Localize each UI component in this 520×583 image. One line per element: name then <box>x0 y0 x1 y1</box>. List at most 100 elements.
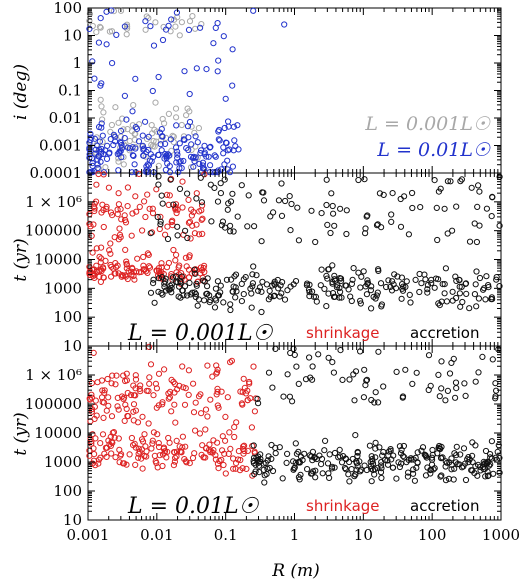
red-shrinkage-point <box>132 461 139 468</box>
blue-point <box>166 163 173 170</box>
red-shrinkage-point <box>172 206 179 213</box>
black-accretion-point <box>453 452 460 459</box>
red-shrinkage-point <box>218 388 225 395</box>
gray-point <box>93 28 100 36</box>
black-accretion-point <box>290 466 297 473</box>
black-accretion-point <box>327 229 334 237</box>
black-accretion-point <box>474 472 481 479</box>
black-accretion-point <box>375 399 382 406</box>
blue-point <box>121 135 128 142</box>
black-accretion-point <box>460 445 468 452</box>
red-shrinkage-point <box>100 399 108 406</box>
black-accretion-point <box>217 282 224 289</box>
black-accretion-point <box>250 263 257 270</box>
red-shrinkage-point <box>186 218 194 225</box>
gray-point <box>195 125 202 132</box>
black-accretion-point <box>476 188 483 195</box>
blue-point <box>150 42 158 49</box>
red-shrinkage-point <box>124 203 131 210</box>
blue-point <box>103 41 110 48</box>
gray-point <box>102 164 109 171</box>
black-accretion-point <box>200 277 207 284</box>
black-accretion-point <box>405 231 412 238</box>
gray-point <box>198 21 205 28</box>
black-accretion-point <box>436 393 443 400</box>
black-accretion-point <box>348 280 355 287</box>
black-accretion-point <box>224 206 231 213</box>
black-accretion-point <box>266 287 273 294</box>
bottom-y-axis-title: t (yr) <box>11 412 31 455</box>
black-accretion-point <box>418 280 425 287</box>
black-accretion-point <box>446 370 454 377</box>
black-accretion-point <box>367 287 374 294</box>
black-accretion-point <box>251 223 258 230</box>
red-shrinkage-point <box>116 225 123 232</box>
blue-point <box>206 144 213 151</box>
black-accretion-point <box>309 376 316 383</box>
black-accretion-point <box>494 448 501 455</box>
red-shrinkage-point <box>99 201 106 208</box>
black-accretion-point <box>452 379 460 386</box>
blue-point <box>221 124 228 132</box>
black-accretion-point <box>231 273 238 280</box>
red-shrinkage-point <box>115 190 122 197</box>
black-accretion-point <box>401 193 408 200</box>
black-accretion-point <box>321 447 328 454</box>
black-accretion-point <box>283 459 290 466</box>
black-accretion-point <box>444 178 451 185</box>
red-shrinkage-point <box>96 253 103 260</box>
black-accretion-point <box>174 279 181 286</box>
black-accretion-point <box>384 461 392 468</box>
gray-point <box>97 96 104 103</box>
gray-point <box>110 8 118 15</box>
red-shrinkage-point <box>179 178 186 185</box>
red-shrinkage-point <box>172 257 179 264</box>
black-accretion-point <box>203 290 210 298</box>
red-shrinkage-point <box>130 442 137 449</box>
black-accretion-point <box>342 466 349 473</box>
black-accretion-point <box>272 450 279 457</box>
black-accretion-point <box>331 222 338 229</box>
black-accretion-point <box>457 303 464 310</box>
red-shrinkage-point <box>192 427 199 434</box>
red-shrinkage-point <box>159 399 166 406</box>
black-accretion-point <box>469 439 476 446</box>
blue-point <box>145 133 152 140</box>
black-accretion-point <box>326 451 333 458</box>
black-accretion-point <box>482 447 490 455</box>
black-accretion-point <box>388 211 395 218</box>
red-shrinkage-point <box>190 380 197 387</box>
middle-y-axis-title: t (yr) <box>11 238 31 281</box>
blue-point <box>94 161 101 168</box>
black-accretion-point <box>474 203 481 210</box>
black-accretion-point <box>442 477 450 484</box>
black-accretion-point <box>324 275 331 282</box>
gray-point <box>180 133 187 140</box>
black-accretion-point <box>363 291 370 298</box>
black-accretion-point <box>250 458 257 465</box>
gray-point <box>150 137 157 145</box>
red-shrinkage-point <box>146 205 153 212</box>
blue-point <box>216 126 223 134</box>
red-shrinkage-point <box>214 439 221 446</box>
red-shrinkage-point <box>114 206 121 213</box>
black-accretion-point <box>489 194 496 201</box>
black-accretion-point <box>308 470 315 477</box>
blue-point <box>91 75 98 82</box>
red-shrinkage-point <box>173 448 181 455</box>
black-accretion-point <box>207 181 214 188</box>
red-shrinkage-point <box>241 384 248 391</box>
black-accretion-point <box>319 470 326 477</box>
blue-point <box>188 141 195 148</box>
black-accretion-point <box>362 283 369 290</box>
black-accretion-point <box>435 300 442 307</box>
red-shrinkage-point <box>128 232 135 239</box>
red-shrinkage-point <box>226 429 233 436</box>
black-accretion-point <box>169 274 176 281</box>
black-accretion-point <box>208 218 215 225</box>
red-shrinkage-point <box>248 424 255 431</box>
black-accretion-point <box>473 268 480 275</box>
black-accretion-point <box>192 291 199 298</box>
gray-point <box>165 110 172 118</box>
